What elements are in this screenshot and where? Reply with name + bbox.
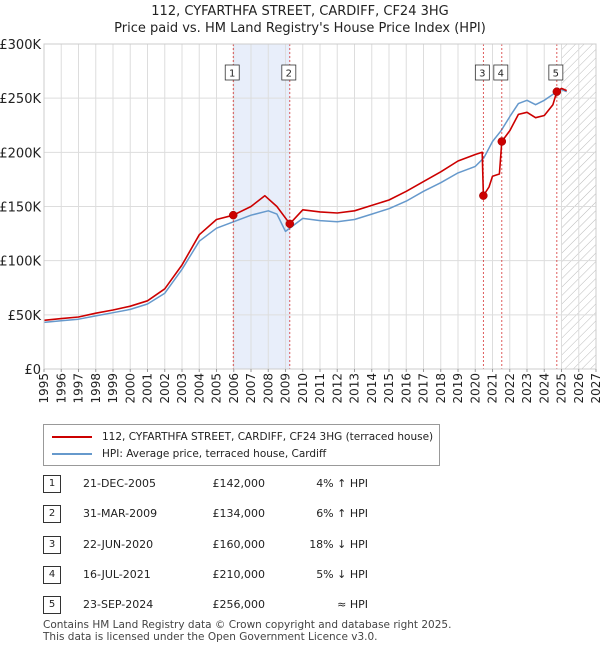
price-line-swatch — [52, 436, 92, 438]
transaction-hpi-relation: 6% ↑ HPI — [316, 507, 368, 520]
price-paid-line — [43, 87, 568, 322]
transaction-date: 23-SEP-2024 — [83, 598, 154, 611]
x-tick-label: 1998 — [89, 373, 103, 404]
transaction-number: 2 — [43, 505, 61, 523]
legend: 112, CYFARTHFA STREET, CARDIFF, CF24 3HG… — [43, 424, 440, 466]
transaction-price: £210,000 — [212, 568, 266, 581]
y-tick-label: £300K — [0, 38, 41, 53]
x-tick-label: 2011 — [313, 373, 327, 404]
x-tick-label: 2010 — [296, 373, 310, 404]
sale-marker-box — [474, 64, 490, 81]
x-tick-label: 2015 — [382, 373, 396, 404]
sale-point — [497, 137, 507, 146]
transaction-number: 4 — [43, 566, 61, 584]
x-tick-label: 2012 — [330, 373, 344, 404]
transaction-hpi-relation: 4% ↑ HPI — [316, 477, 368, 490]
x-tick-label: 2025 — [555, 373, 569, 404]
x-tick-label: 1999 — [106, 373, 120, 404]
sale-point — [479, 191, 488, 200]
sale-point — [552, 87, 562, 96]
x-tick-label: 2009 — [279, 373, 293, 404]
y-tick-label: £0 — [24, 363, 41, 378]
x-tick-label: 2006 — [227, 373, 241, 404]
sale-marker-label: 1 — [229, 69, 235, 80]
transaction-row: 3 22-JUN-2020 £160,000 18% ↓ HPI — [43, 536, 503, 554]
x-tick-label: 2026 — [572, 373, 586, 404]
x-tick-label: 2016 — [399, 373, 413, 404]
sale-marker-label: 5 — [553, 69, 559, 80]
legend-item-hpi: HPI: Average price, terraced house, Card… — [52, 446, 326, 462]
y-tick-label: £200K — [0, 146, 41, 161]
sale-marker-box — [493, 64, 509, 81]
y-tick-label: £250K — [0, 92, 41, 107]
x-tick-label: 2018 — [434, 373, 448, 404]
x-tick-label: 2002 — [158, 373, 172, 404]
transaction-date: 22-JUN-2020 — [83, 538, 154, 551]
x-tick-label: 2000 — [123, 373, 137, 404]
y-tick-label: £100K — [0, 255, 41, 270]
legend-item-price: 112, CYFARTHFA STREET, CARDIFF, CF24 3HG… — [52, 429, 433, 445]
x-tick-label: 2027 — [589, 373, 600, 404]
x-tick-label: 2007 — [244, 373, 258, 404]
transaction-number: 1 — [43, 475, 61, 493]
y-tick-label: £150K — [0, 201, 41, 216]
sale-marker-label: 2 — [286, 69, 292, 80]
x-tick-label: 2020 — [468, 373, 482, 404]
chart-subtitle: Price paid vs. HM Land Registry's House … — [114, 21, 486, 36]
x-tick-label: 2017 — [417, 373, 431, 404]
hpi-line-swatch — [52, 453, 92, 455]
sale-point — [285, 219, 295, 229]
x-tick-label: 2023 — [520, 373, 534, 404]
transaction-hpi-relation: ≈ HPI — [337, 598, 368, 611]
x-tick-label: 2005 — [210, 373, 224, 404]
transaction-hpi-relation: 5% ↓ HPI — [316, 568, 368, 581]
x-tick-label: 2003 — [175, 373, 189, 404]
x-tick-label: 2008 — [261, 373, 275, 404]
x-tick-label: 2001 — [141, 373, 155, 404]
legend-price-label: 112, CYFARTHFA STREET, CARDIFF, CF24 3HG… — [102, 431, 434, 443]
transaction-date: 21-DEC-2005 — [83, 477, 157, 490]
sale-marker-box — [224, 64, 240, 81]
sale-marker-box — [548, 64, 564, 81]
footer-licence: This data is licensed under the Open Gov… — [43, 631, 378, 643]
x-tick-label: 2022 — [503, 373, 517, 404]
transaction-price: £160,000 — [212, 538, 266, 551]
hpi-line — [43, 88, 567, 324]
transaction-price: £256,000 — [212, 598, 266, 611]
y-tick-label: £50K — [8, 309, 42, 324]
transaction-price: £134,000 — [212, 507, 266, 520]
transaction-row: 4 16-JUL-2021 £210,000 5% ↓ HPI — [43, 566, 503, 584]
transaction-row: 5 23-SEP-2024 £256,000 ≈ HPI — [43, 596, 503, 614]
x-tick-label: 2021 — [486, 373, 500, 404]
transaction-row: 1 21-DEC-2005 £142,000 4% ↑ HPI — [43, 475, 503, 493]
sale-point — [228, 210, 238, 220]
x-tick-label: 1996 — [54, 373, 68, 404]
transaction-number: 5 — [43, 596, 61, 614]
sale-marker-label: 4 — [498, 69, 504, 80]
sale-marker-label: 3 — [479, 69, 485, 80]
transaction-date: 16-JUL-2021 — [83, 568, 151, 581]
x-tick-label: 2013 — [348, 373, 362, 404]
x-tick-label: 1995 — [37, 373, 51, 404]
sale-marker-box — [281, 64, 297, 81]
footer-copyright: Contains HM Land Registry data © Crown c… — [43, 619, 452, 631]
legend-hpi-label: HPI: Average price, terraced house, Card… — [102, 448, 327, 460]
transaction-row: 2 31-MAR-2009 £134,000 6% ↑ HPI — [43, 505, 503, 523]
x-tick-label: 2019 — [451, 373, 465, 404]
footer: Contains HM Land Registry data © Crown c… — [43, 619, 451, 643]
transaction-date: 31-MAR-2009 — [83, 507, 158, 520]
x-tick-label: 2014 — [365, 373, 379, 404]
price-chart: 1 2 3 4 5 £0 £50K £100K £150K £200K £250K £300K 199… — [0, 38, 600, 404]
x-tick-label: 1997 — [72, 373, 86, 404]
transaction-number: 3 — [43, 536, 61, 554]
transaction-hpi-relation: 18% ↓ HPI — [309, 538, 368, 551]
transaction-price: £142,000 — [212, 477, 266, 490]
chart-title: 112, CYFARTHFA STREET, CARDIFF, CF24 3HG — [151, 4, 449, 19]
x-tick-label: 2024 — [537, 373, 551, 404]
x-tick-label: 2004 — [192, 373, 206, 404]
